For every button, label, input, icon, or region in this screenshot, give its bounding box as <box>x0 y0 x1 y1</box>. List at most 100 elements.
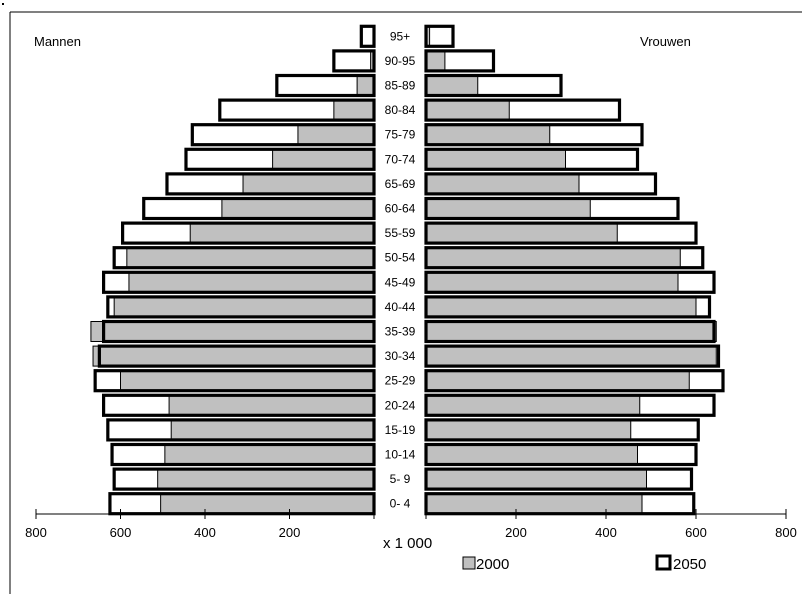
legend-swatch-2000 <box>462 556 476 570</box>
men-label: Mannen <box>34 34 81 49</box>
bar-women-2000-90-95 <box>425 50 446 72</box>
bar-women-2000-30-34 <box>425 345 717 367</box>
bar-women-2050-50-54 <box>424 246 705 270</box>
bar-women-2000-70-74 <box>425 148 566 170</box>
corner-dot <box>2 3 4 5</box>
bar-women-2000-55-59 <box>425 222 618 244</box>
bar-men-2000-25-29 <box>120 370 375 392</box>
bar-women-2050-90-95 <box>424 49 496 73</box>
bar-women-2050-80-84 <box>424 98 622 122</box>
men-bars <box>90 24 376 516</box>
bar-women-2000-15-19 <box>425 419 632 441</box>
bar-women-2050-70-74 <box>424 147 640 171</box>
bar-women-2000-5--9 <box>425 468 647 490</box>
bar-women-2050-15-19 <box>424 418 700 442</box>
bar-men-2000-20-24 <box>168 394 375 416</box>
bar-women-2000-25-29 <box>425 370 690 392</box>
bar-women-2000-35-39 <box>425 321 717 342</box>
bar-women-2000-10-14 <box>425 444 638 465</box>
bar-men-2050-75-79 <box>190 123 376 147</box>
tick-label-men-200: 200 <box>279 525 301 540</box>
age-label-25-29: 25-29 <box>385 374 416 388</box>
age-label-15-19: 15-19 <box>385 423 416 437</box>
legend-swatch-2050 <box>655 554 672 571</box>
bar-men-2000-65-69 <box>242 173 375 195</box>
bar-men-2050-25-29 <box>93 369 376 393</box>
x-axes <box>35 509 787 519</box>
bar-women-2050-45-49 <box>424 270 716 294</box>
bar-men-2000-15-19 <box>170 419 375 441</box>
age-label-55-59: 55-59 <box>385 226 416 240</box>
bar-men-2050-90-95 <box>332 49 376 73</box>
bar-women-2000-80-84 <box>425 99 510 121</box>
bar-women-2050-30-34 <box>424 344 721 368</box>
bar-men-2000-0--4 <box>160 493 375 515</box>
bar-men-2000-10-14 <box>164 444 375 465</box>
bar-men-2050-20-24 <box>101 393 376 417</box>
age-label-30-34: 30-34 <box>385 349 416 363</box>
bar-men-2000-80-84 <box>333 99 375 121</box>
bar-women-2050-55-59 <box>424 221 698 245</box>
age-label-65-69: 65-69 <box>385 177 416 191</box>
x-tick-labels: 800 600 400 200 200 400 600 800 <box>25 525 797 540</box>
tick-label-men-600: 600 <box>110 525 132 540</box>
age-label-90-95: 90-95 <box>385 54 416 68</box>
bar-men-2050-55-59 <box>121 221 376 245</box>
bar-women-2000-50-54 <box>425 247 681 269</box>
bar-men-2000-60-64 <box>221 198 375 219</box>
bar-men-2050-85-89 <box>275 73 376 98</box>
bar-men-2000-45-49 <box>128 271 375 293</box>
bar-women-2000-60-64 <box>425 198 591 219</box>
age-label-80-84: 80-84 <box>385 103 416 117</box>
bar-men-2050-45-49 <box>101 270 376 294</box>
age-labels: 0- 4 5- 9 10-14 15-19 20-24 25-29 30-34 35-39 40… <box>385 29 416 510</box>
age-label-50-54: 50-54 <box>385 251 416 265</box>
bar-men-2050-15-19 <box>106 418 376 442</box>
bar-women-2050-20-24 <box>424 393 716 417</box>
bar-men-2050-70-74 <box>184 147 376 171</box>
bar-men-2000-75-79 <box>297 124 375 146</box>
age-label-0--4: 0- 4 <box>390 497 411 511</box>
bar-women-2000-75-79 <box>425 124 551 146</box>
bar-men-2050-10-14 <box>110 442 376 467</box>
tick-label-men-800: 800 <box>25 525 47 540</box>
bar-men-2000-85-89 <box>356 75 375 96</box>
bar-men-2050-35-39 <box>101 319 376 344</box>
bar-women-2050-65-69 <box>424 172 658 196</box>
bar-women-2000-65-69 <box>425 173 580 195</box>
bar-men-2000-70-74 <box>272 148 375 170</box>
women-bars <box>424 24 725 516</box>
unit-label: x 1 000 <box>383 535 432 552</box>
bar-women-2000-20-24 <box>425 394 641 416</box>
bar-men-2050-60-64 <box>142 196 376 221</box>
age-label-60-64: 60-64 <box>385 202 416 216</box>
age-label-10-14: 10-14 <box>385 448 416 462</box>
women-label: Vrouwen <box>640 34 691 49</box>
bar-men-2050-5--9 <box>112 467 376 491</box>
age-label-20-24: 20-24 <box>385 398 416 412</box>
bar-women-2050-85-89 <box>424 73 563 98</box>
age-label-95+: 95+ <box>390 29 410 43</box>
age-label-35-39: 35-39 <box>385 325 416 339</box>
bar-men-2050-65-69 <box>165 172 376 196</box>
bar-men-2050-95+ <box>359 24 376 48</box>
bar-women-2050-5--9 <box>424 467 694 491</box>
bar-women-2050-10-14 <box>424 442 698 467</box>
bar-men-2000-35-39 <box>90 321 375 342</box>
bar-women-2050-40-44 <box>424 295 712 319</box>
bar-men-2050-50-54 <box>112 246 376 270</box>
bar-women-2050-25-29 <box>424 369 725 393</box>
bar-women-2050-60-64 <box>424 196 680 221</box>
bar-women-2050-75-79 <box>424 123 644 147</box>
age-label-75-79: 75-79 <box>385 128 416 142</box>
bar-women-2000-45-49 <box>425 271 679 293</box>
bar-women-2000-40-44 <box>425 296 697 318</box>
bar-men-2050-40-44 <box>106 295 376 319</box>
age-label-45-49: 45-49 <box>385 275 416 289</box>
bar-men-2000-55-59 <box>189 222 375 244</box>
bar-men-2000-30-34 <box>92 345 375 367</box>
tick-label-women-400: 400 <box>595 525 617 540</box>
age-label-40-44: 40-44 <box>385 300 416 314</box>
bar-women-2000-0--4 <box>425 493 643 515</box>
